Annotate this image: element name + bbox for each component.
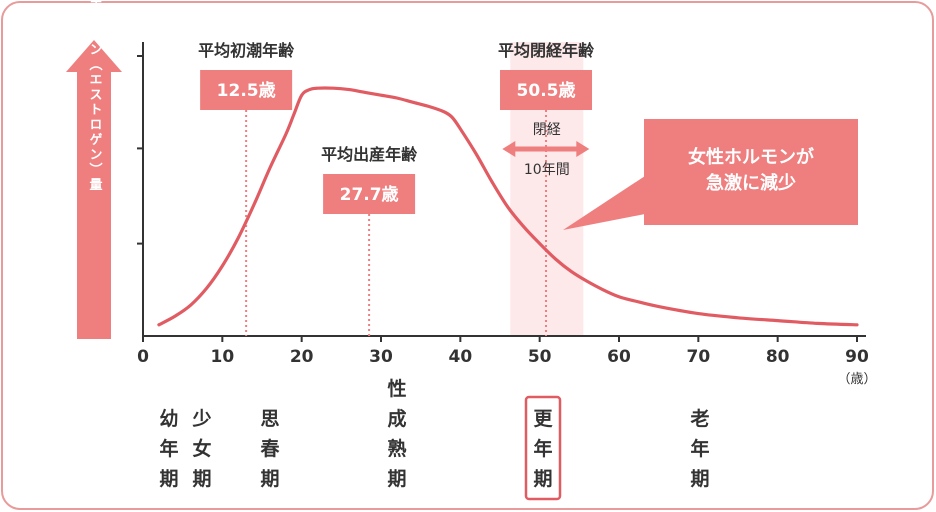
y-axis-label: 女性ホルモン（エストロゲン）量 xyxy=(87,0,104,193)
life-stage-label-2: 思春期 xyxy=(260,408,279,490)
callout-pointer xyxy=(563,176,645,230)
life-stage-label-3: 性成熟期 xyxy=(387,377,406,490)
life-stage-label-5: 老年期 xyxy=(690,407,709,490)
life-stage-3: 性成熟期 xyxy=(387,377,406,490)
life-stage-2: 思春期 xyxy=(260,408,279,490)
life-stage-5: 老年期 xyxy=(690,407,709,490)
y-axis-arrow-shaft xyxy=(77,71,111,339)
marker-value-2: 50.5歳 xyxy=(517,80,576,101)
life-stage-label-0: 幼年期 xyxy=(159,407,178,490)
callout-line-2: 急激に減少 xyxy=(706,172,796,194)
callout-box xyxy=(644,119,858,225)
x-tick-label-80: 80 xyxy=(766,347,790,367)
marker-box-1 xyxy=(323,174,416,214)
marker-box-0 xyxy=(200,70,293,110)
menopause-band-label-bottom: 10年間 xyxy=(524,162,570,178)
x-tick-label-30: 30 xyxy=(369,347,393,367)
menopause-band-label-top: 閉経 xyxy=(533,122,561,138)
x-tick-label-40: 40 xyxy=(448,347,472,367)
y-axis-arrow: 女性ホルモン（エストロゲン）量 xyxy=(66,0,122,339)
y-axis-arrow-head xyxy=(66,40,122,72)
life-stage-highlight-frame xyxy=(524,395,562,501)
x-tick-label-0: 0 xyxy=(137,347,149,367)
x-tick-label-50: 50 xyxy=(528,347,552,367)
life-stage-label-4: 更年期 xyxy=(533,408,553,490)
marker-label-1: 平均出産年齢 xyxy=(321,145,418,164)
duration-arrow-left-head xyxy=(502,141,516,157)
life-stage-4: 更年期 xyxy=(524,395,562,501)
marker-label-0: 平均初潮年齢 xyxy=(198,41,295,60)
x-tick-label-90: 90 xyxy=(845,347,869,367)
x-tick-label-20: 20 xyxy=(290,347,314,367)
life-stage-0: 幼年期 xyxy=(159,407,178,490)
marker-label-2: 平均閉経年齢 xyxy=(498,41,595,60)
duration-arrow-right-head xyxy=(576,141,590,157)
callout: 女性ホルモンが 急激に減少 xyxy=(563,119,858,230)
marker-value-0: 12.5歳 xyxy=(217,80,276,101)
life-stage-label-1: 少女期 xyxy=(191,408,211,490)
marker-box-2 xyxy=(500,70,593,110)
x-tick-label-60: 60 xyxy=(607,347,631,367)
x-tick-label-70: 70 xyxy=(686,347,710,367)
hormone-curve xyxy=(157,86,859,327)
menopause-duration-arrow xyxy=(502,141,590,157)
x-axis-unit: （歳） xyxy=(837,372,876,387)
callout-line-1: 女性ホルモンが xyxy=(688,146,814,168)
marker-value-1: 27.7歳 xyxy=(340,184,399,205)
x-tick-label-10: 10 xyxy=(210,347,234,367)
life-stage-1: 少女期 xyxy=(191,408,211,490)
